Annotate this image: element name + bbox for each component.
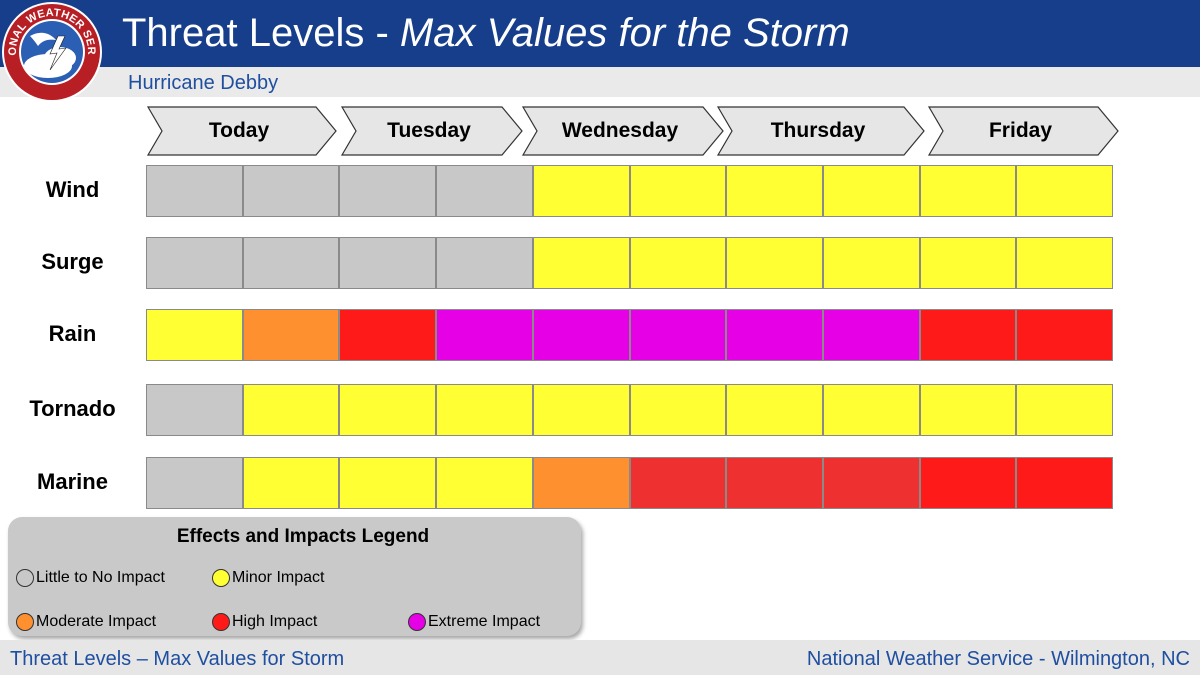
title-italic: Max Values for the Storm [399,11,850,55]
threat-cell [532,384,630,436]
row-label-rain: Rain [48,321,97,346]
threat-cell [822,384,920,436]
threat-cell [822,237,920,289]
threat-cell [919,309,1017,361]
threat-row-wind [146,165,1114,217]
threat-cell [822,457,920,509]
day-arrow [927,106,1119,156]
threat-cell [726,165,823,217]
legend-label: Minor Impact [232,569,325,586]
threat-row-rain [146,309,1114,361]
legend-label: High Impact [232,613,318,630]
day-label: Tuesday [387,119,471,142]
header-bar [0,0,1200,67]
row-label-surge: Surge [41,249,104,274]
subtitle-bar [0,67,1200,97]
day-label: Friday [988,119,1053,142]
row-label-wind: Wind [45,177,100,202]
day-arrow [716,106,925,156]
threat-cell [242,165,340,217]
storm-name: Hurricane Debby [128,72,279,94]
threat-cell [1016,165,1114,217]
threat-cell [242,309,340,361]
threat-cell [339,457,437,509]
legend-label: Moderate Impact [36,613,157,630]
row-label-marine: Marine [37,469,108,494]
legend-item: Extreme Impact [408,611,540,633]
impacts-legend: Effects and Impacts Legend Little to No … [8,517,581,636]
legend-title: Effects and Impacts Legend [176,526,430,547]
legend-label: Extreme Impact [428,613,541,630]
title-main: Threat Levels - [122,11,400,55]
threat-cell [242,457,340,509]
threat-cell [146,309,243,361]
day-arrow [521,106,724,156]
legend-item: Moderate Impact [16,611,156,633]
day-arrow [340,106,523,156]
legend-swatch-icon [408,613,426,631]
threat-cell [629,457,727,509]
threat-cell [146,384,243,436]
threat-row-tornado [146,384,1114,436]
threat-cell [532,237,630,289]
threat-cell [146,165,243,217]
threat-cell [726,309,823,361]
threat-cell [822,309,920,361]
threat-cell [1016,237,1114,289]
threat-cell [339,309,437,361]
threat-cell [242,237,340,289]
threat-cell [532,309,630,361]
threat-cell [629,384,727,436]
legend-item: High Impact [212,611,317,633]
day-label: Today [208,119,270,142]
threat-cell [146,237,243,289]
threat-cell [1016,457,1114,509]
legend-swatch-icon [212,569,230,587]
day-label: Thursday [770,119,866,142]
threat-cell [339,165,437,217]
threat-cell [822,165,920,217]
threat-cell [436,237,533,289]
footer-left-text: Threat Levels – Max Values for Storm [10,648,345,670]
legend-swatch-icon [16,613,34,631]
threat-cell [726,237,823,289]
nws-logo: NATIONAL WEATHER SERVICE [0,0,102,102]
threat-cell [629,165,727,217]
threat-cell [726,384,823,436]
threat-cell [146,457,243,509]
legend-item: Minor Impact [212,567,324,589]
threat-cell [629,237,727,289]
legend-label: Little to No Impact [36,569,165,586]
footer-right-text: National Weather Service - Wilmington, N… [806,648,1190,670]
threat-cell [919,457,1017,509]
row-label-tornado: Tornado [29,396,116,421]
threat-cell [919,237,1017,289]
threat-cell [339,237,437,289]
day-arrow [146,106,337,156]
day-label: Wednesday [561,119,679,142]
threat-cell [726,457,823,509]
threat-cell [629,309,727,361]
legend-item: Little to No Impact [16,567,165,589]
threat-cell [436,165,533,217]
legend-swatch-icon [212,613,230,631]
threat-cell [919,165,1017,217]
threat-row-marine [146,457,1114,509]
threat-cell [242,384,340,436]
day-arrows [146,106,1119,156]
threat-cell [532,457,630,509]
threat-cell [1016,384,1114,436]
threat-row-surge [146,237,1114,289]
page-title: Threat Levels - Max Values for the Storm [122,10,850,56]
threat-cell [1016,309,1114,361]
threat-cell [919,384,1017,436]
threat-cell [532,165,630,217]
threat-cell [436,309,533,361]
threat-cell [436,384,533,436]
footer-bar [0,640,1200,675]
threat-cell [339,384,437,436]
legend-swatch-icon [16,569,34,587]
threat-cell [436,457,533,509]
